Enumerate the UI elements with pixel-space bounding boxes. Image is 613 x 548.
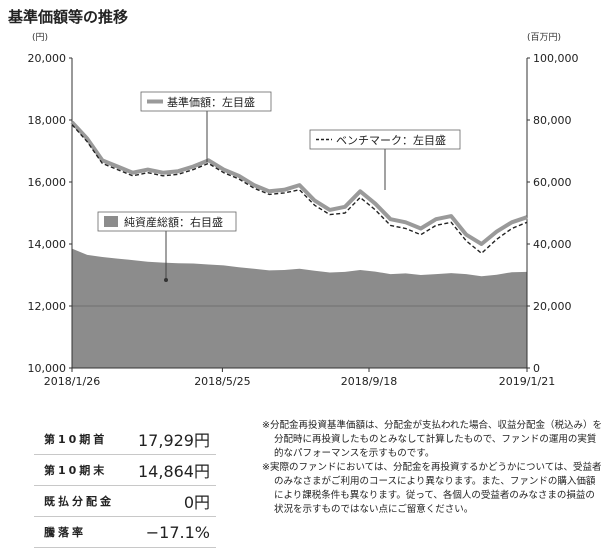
stats-row: 第10期末 14,864円 (34, 454, 216, 486)
stats-label: 騰落率 (34, 516, 127, 548)
legend-net-assets-label: 純資産総額：右目盛 (124, 215, 223, 229)
price-chart: (円) (百万円) 10,000 12,000 14,000 16,000 18,000 20… (28, 32, 579, 388)
legend-net-assets-swatch (104, 216, 118, 227)
stats-row: 第10期首 17,929円 (34, 424, 216, 455)
left-tick-label: 10,000 (28, 362, 67, 375)
stats-value: 17,929円 (126, 424, 216, 455)
page-title: 基準価額等の推移 (8, 8, 129, 26)
series-line-benchmark (71, 124, 528, 254)
left-tick-label: 16,000 (28, 176, 67, 189)
stats-label: 第10期首 (34, 424, 127, 455)
x-tick-label: 2018/1/26 (44, 375, 100, 388)
legend-net-assets-box (97, 211, 237, 232)
x-tick-label: 2019/1/21 (499, 375, 555, 388)
stats-label: 第10期末 (34, 454, 127, 486)
footnotes: ※分配金再投資基準価額は、分配金が支払われた場合、収益分配金（税込み）を分配時に… (262, 419, 602, 517)
stats-row: 騰落率 −17.1% (34, 516, 216, 548)
right-tick-label: 0 (533, 362, 540, 375)
left-tick-label: 12,000 (28, 300, 67, 313)
footnote: ※実際のファンドにおいては、分配金を再投資するかどうかについては、受益者のみなさ… (262, 462, 602, 515)
right-tick-label: 20,000 (533, 300, 572, 313)
legend-net-assets-dot (164, 278, 168, 282)
stats-value: 14,864円 (126, 454, 216, 486)
stats-table: 第10期首 17,929円 第10期末 14,864円 既払分配金 0円 騰落率… (34, 424, 216, 548)
stats-value: −17.1% (126, 516, 216, 548)
legend-benchmark-label: ベンチマーク：左目盛 (336, 133, 446, 147)
left-tick-label: 18,000 (28, 114, 67, 127)
left-tick-label: 14,000 (28, 238, 67, 251)
stats-row: 既払分配金 0円 (34, 485, 216, 517)
left-tick-label: 20,000 (28, 52, 67, 65)
footnote: ※分配金再投資基準価額は、分配金が支払われた場合、収益分配金（税込み）を分配時に… (262, 420, 602, 459)
x-tick-label: 2018/9/18 (341, 375, 397, 388)
right-tick-label: 40,000 (533, 238, 572, 251)
right-axis-unit: (百万円) (527, 32, 561, 43)
right-tick-label: 80,000 (533, 114, 572, 127)
stats-label: 既払分配金 (34, 485, 127, 517)
right-tick-label: 60,000 (533, 176, 572, 189)
legend-nav-label: 基準価額：左目盛 (167, 95, 255, 109)
stats-value: 0円 (126, 485, 216, 517)
series-line-nav (70, 120, 528, 246)
x-tick-label: 2018/5/25 (194, 375, 250, 388)
legend-benchmark-box (309, 129, 461, 150)
legend-nav-box (140, 91, 272, 112)
left-axis-unit: (円) (32, 32, 48, 43)
series-area-net-assets (72, 248, 527, 368)
right-tick-label: 100,000 (533, 52, 579, 65)
